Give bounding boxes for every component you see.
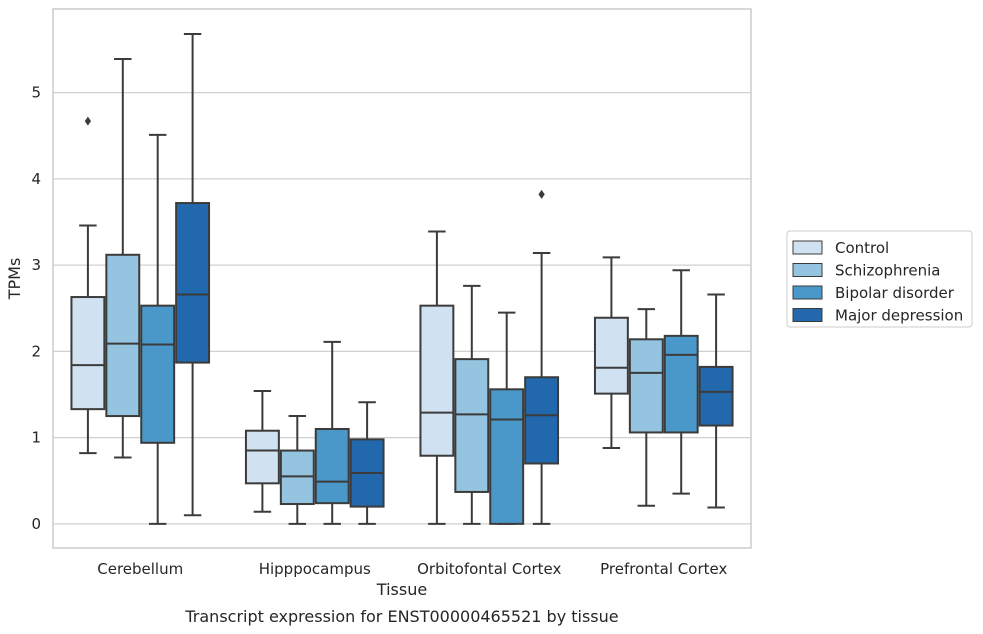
box-iqr: [314, 427, 350, 505]
legend-frame: [786, 230, 973, 328]
x-tick-label: Cerebellum: [97, 560, 183, 578]
x-tick-label: Prefrontal Cortex: [600, 560, 727, 578]
boxes: [70, 33, 734, 525]
y-tick-label: 5: [31, 84, 41, 102]
box-schizophrenia-2: [454, 284, 490, 525]
box-iqr: [698, 365, 734, 427]
legend-label: Bipolar disorder: [835, 284, 955, 302]
legend-label: Schizophrenia: [835, 262, 940, 280]
box-control-2: [419, 230, 455, 525]
box-major-depression-0: [175, 33, 211, 517]
box-bipolar-disorder-3: [663, 269, 699, 495]
y-tick-label: 2: [31, 342, 41, 360]
box-schizophrenia-3: [628, 308, 664, 507]
box-major-depression-1: [349, 401, 385, 525]
legend-swatch: [792, 240, 823, 255]
y-tick-label: 3: [31, 256, 41, 274]
legend-label: Major depression: [835, 307, 963, 325]
legend-swatch: [792, 263, 823, 277]
legend-label: Control: [835, 239, 889, 257]
box-control-1: [244, 390, 280, 513]
box-bipolar-disorder-1: [314, 340, 350, 525]
y-tick-label: 1: [31, 429, 41, 447]
outlier-point: [84, 116, 92, 126]
legend: Control Schizophrenia Bipolar disorder Majo…: [786, 230, 973, 328]
x-tick-labels: Cerebellum Hipppocampus Orbitofontal Corte…: [97, 560, 727, 578]
x-axis-label: Tissue: [376, 580, 427, 599]
legend-swatch: [792, 285, 823, 300]
x-tick-label: Hipppocampus: [259, 560, 371, 578]
box-schizophrenia-0: [105, 58, 141, 459]
box-iqr: [105, 253, 141, 418]
box-iqr: [593, 316, 629, 395]
y-tick-label: 0: [31, 515, 41, 533]
box-control-3: [593, 256, 629, 449]
legend-swatch: [792, 308, 823, 322]
box-major-depression-3: [698, 293, 734, 509]
chart-caption: Transcript expression for ENST0000046552…: [184, 607, 618, 626]
box-iqr: [244, 429, 280, 485]
box-iqr: [419, 304, 455, 457]
box-iqr: [175, 202, 211, 364]
x-tick-label: Orbitofontal Cortex: [417, 560, 561, 578]
box-bipolar-disorder-2: [489, 311, 525, 525]
box-iqr: [140, 304, 176, 444]
y-tick-labels: 0 1 2 3 4 5: [31, 84, 41, 533]
box-iqr: [70, 296, 106, 411]
box-iqr: [524, 376, 560, 465]
box-iqr: [628, 338, 664, 434]
y-axis-label: TPMs: [5, 258, 24, 301]
box-iqr: [489, 388, 525, 525]
box-iqr: [454, 358, 490, 493]
box-control-0: [70, 116, 106, 455]
box-iqr: [663, 334, 699, 434]
box-schizophrenia-1: [279, 415, 315, 525]
y-tick-label: 4: [31, 170, 41, 188]
box-bipolar-disorder-0: [140, 133, 176, 525]
plot-frame: [52, 8, 752, 549]
box-major-depression-2: [524, 189, 560, 525]
outlier-point: [538, 189, 545, 199]
